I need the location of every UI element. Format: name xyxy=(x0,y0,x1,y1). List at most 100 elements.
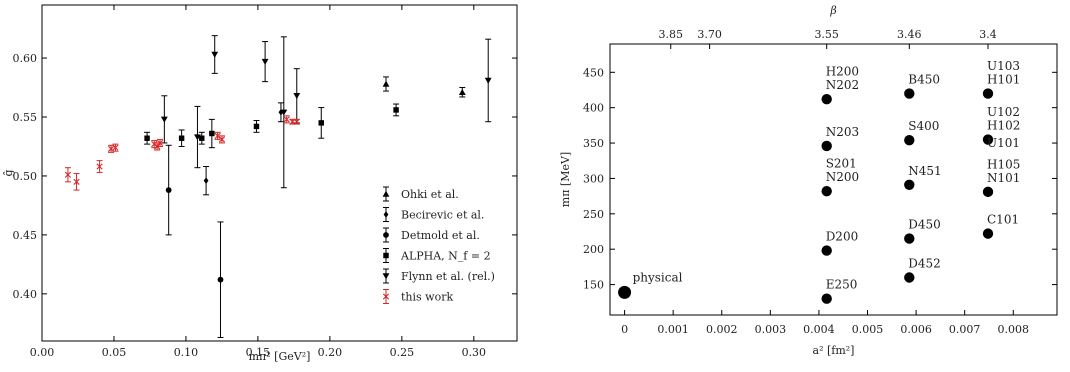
data-point xyxy=(214,132,221,139)
plot-frame xyxy=(609,43,1058,316)
ensemble-point xyxy=(904,179,915,191)
y-tick-label: 0.60 xyxy=(13,52,38,65)
x-tick-label: 0.006 xyxy=(900,323,932,336)
beta-tick-label: 3.46 xyxy=(897,28,922,41)
data-point xyxy=(64,171,72,178)
ensemble-point xyxy=(982,186,994,198)
ensemble-point xyxy=(982,228,994,239)
data-point xyxy=(96,163,103,170)
ensemble-label: N451 xyxy=(908,164,941,178)
ensemble-point xyxy=(982,134,994,145)
ensemble-label: U103 xyxy=(987,59,1020,73)
x-tick-label: 0.00 xyxy=(30,346,55,359)
legend-marker xyxy=(383,211,389,218)
data-point xyxy=(211,51,219,58)
x-tick-label: 0.005 xyxy=(852,323,884,336)
ensemble-label: H101 xyxy=(987,73,1020,87)
y-axis-label: ĝ xyxy=(2,169,15,176)
data-point xyxy=(178,135,185,141)
data-point xyxy=(199,135,205,141)
data-point xyxy=(293,93,301,100)
x-tick-label: 0.002 xyxy=(706,323,738,336)
left-chart: 0.00 0.05 0.10 0.15 0.20 0.25 0.30 0.40 0.45 0.50… xyxy=(2,4,518,363)
ensemble-label: E250 xyxy=(826,278,858,292)
data-point xyxy=(203,177,209,185)
data-point xyxy=(112,144,119,151)
right-chart: 0 0.001 0.002 0.003 0.004 0.005 0.006 0.007 0.00… xyxy=(559,4,1058,357)
y-tick-label: 350 xyxy=(583,137,604,150)
ensemble-label: H200 xyxy=(826,65,859,79)
y-tick-label: 200 xyxy=(583,243,604,256)
legend-label: Detmold et al. xyxy=(401,229,480,242)
ensemble-label: H102 xyxy=(987,119,1020,133)
data-point xyxy=(165,187,172,193)
ensemble-point xyxy=(982,88,994,99)
ensemble-point xyxy=(821,140,832,152)
ensemble-label: N101 xyxy=(987,171,1020,185)
x-tick-label: 0.008 xyxy=(998,323,1030,336)
ensemble-point xyxy=(821,185,832,197)
ensemble-label: N200 xyxy=(826,170,859,184)
ensemble-label: H105 xyxy=(987,157,1020,171)
ensemble-point xyxy=(904,135,915,146)
series-diamond xyxy=(203,102,284,196)
x-tick-label: 0.25 xyxy=(390,346,415,359)
x-tick-label: 0.30 xyxy=(462,346,487,359)
legend-label: Ohki et al. xyxy=(401,188,459,201)
data-point xyxy=(318,120,324,126)
ensemble-label: D450 xyxy=(908,218,941,232)
x-tick-label: 0.20 xyxy=(318,346,343,359)
ensemble-label: U102 xyxy=(987,105,1020,119)
ensemble-point xyxy=(904,233,915,244)
x-tick-label: 0.007 xyxy=(949,323,981,336)
data-point xyxy=(280,109,288,116)
ensemble-label: physical xyxy=(633,270,683,284)
y-tick-label: 250 xyxy=(583,208,604,221)
data-point xyxy=(194,134,201,141)
data-point xyxy=(209,130,215,137)
x-axis-label: mπ² [GeV²] xyxy=(249,350,311,363)
x-axis-label: a² [fm²] xyxy=(813,344,855,357)
data-point xyxy=(156,139,164,147)
data-point xyxy=(283,116,290,123)
data-point xyxy=(293,118,300,125)
series-triangle-down xyxy=(160,35,492,189)
data-point xyxy=(393,107,399,113)
series-triangle-up xyxy=(382,76,466,98)
x-tick-label: 0.05 xyxy=(102,346,127,359)
legend-marker xyxy=(383,252,389,259)
ensemble-point xyxy=(821,245,832,256)
beta-tick-label: 3.4 xyxy=(979,28,997,41)
beta-axis-label: β xyxy=(829,4,836,17)
ensemble-label: S201 xyxy=(826,157,857,171)
data-point xyxy=(382,80,390,87)
data-point xyxy=(484,77,492,84)
series-x xyxy=(64,115,300,191)
ensemble-point xyxy=(821,293,832,304)
y-tick-label: 400 xyxy=(583,102,604,115)
y-tick-label: 450 xyxy=(583,66,604,79)
ensemble-label: C101 xyxy=(987,213,1019,227)
x-tick-label: 0.004 xyxy=(803,323,835,336)
plot-frame xyxy=(41,4,518,342)
ensemble-label: S400 xyxy=(908,119,939,133)
y-tick-label: 0.40 xyxy=(13,288,38,301)
legend-label: ALPHA, N_f = 2 xyxy=(400,250,491,263)
y-tick-label: 0.55 xyxy=(13,111,38,124)
legend: Ohki et al. Becirevic et al. Detmold et al… xyxy=(382,186,495,304)
legend-label: this work xyxy=(401,291,453,304)
beta-tick-label: 3.55 xyxy=(814,28,839,41)
legend-marker xyxy=(383,232,389,238)
legend-label: Becirevic et al. xyxy=(401,209,484,222)
ensemble-label: D200 xyxy=(826,230,859,244)
beta-tick-label: 3.70 xyxy=(697,28,722,41)
ensemble-label: N203 xyxy=(826,125,859,139)
series-square xyxy=(144,103,400,149)
ensemble-label: N202 xyxy=(826,78,859,92)
y-tick-label: 150 xyxy=(583,279,604,292)
legend-marker xyxy=(382,293,390,300)
x-tick-label: 0.15 xyxy=(246,346,271,359)
data-point xyxy=(261,58,269,65)
x-tick-label: 0 xyxy=(621,323,628,336)
